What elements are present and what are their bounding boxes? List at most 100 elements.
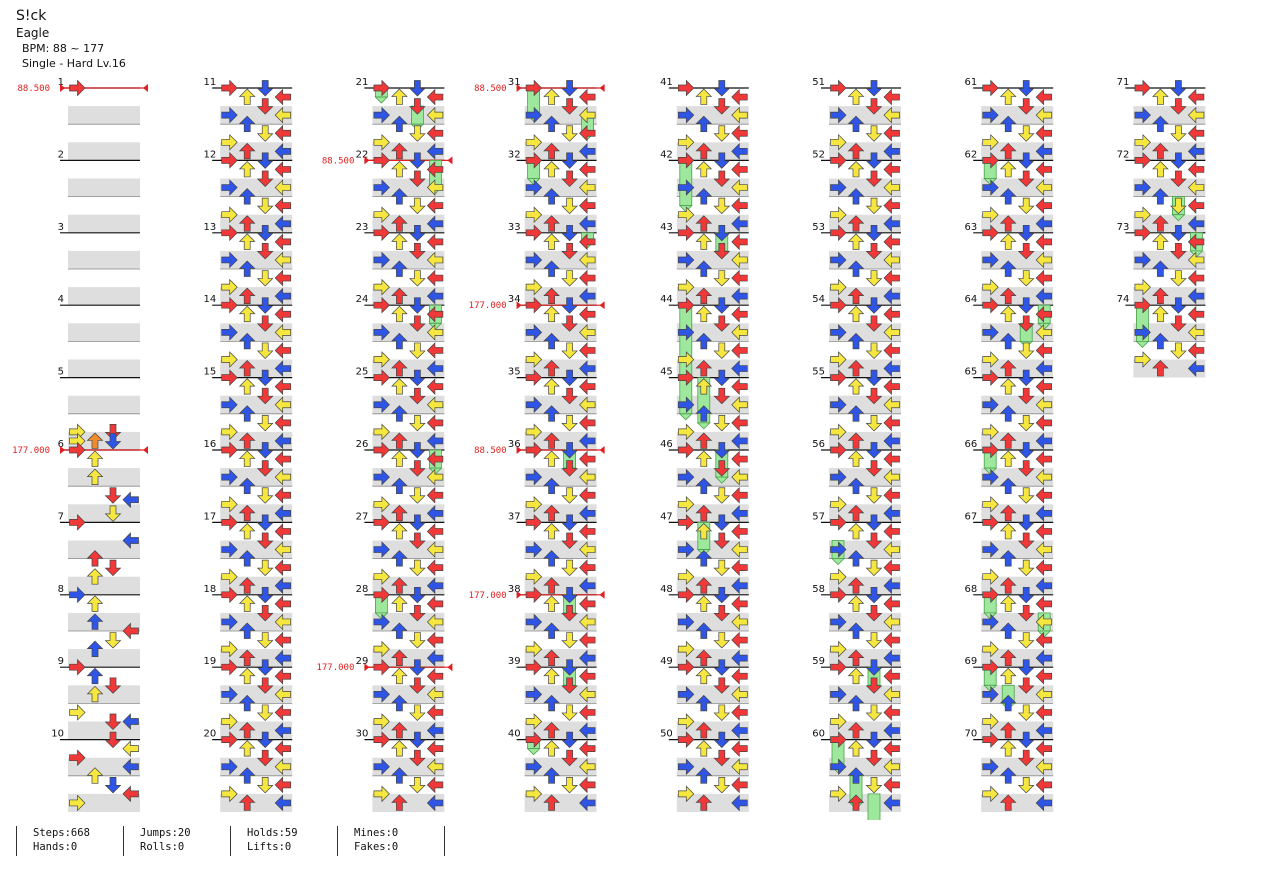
arrow-note-icon (391, 595, 408, 612)
measure-number: 63 (964, 222, 977, 233)
arrow-note-icon (391, 477, 408, 495)
arrow-note-icon (830, 441, 847, 459)
arrow-note-icon (731, 722, 748, 739)
arrow-note-icon (373, 640, 390, 658)
arrow-note-icon (847, 450, 865, 467)
beat-band (829, 540, 901, 559)
arrow-note-icon (695, 740, 713, 757)
arrow-note-icon (543, 595, 560, 612)
beat-band (1133, 178, 1206, 197)
arrow-note-icon (1187, 287, 1205, 305)
arrow-note-icon (561, 776, 578, 794)
arrow-note-icon (221, 468, 238, 486)
beat-band (676, 685, 749, 704)
arrow-note-icon (238, 188, 256, 205)
arrow-note-icon (525, 686, 543, 703)
arrow-note-icon (426, 179, 444, 196)
arrow-note-icon (883, 704, 900, 721)
arrow-note-icon (847, 767, 865, 784)
beat-band (524, 214, 597, 233)
bpm-marker-right (143, 84, 148, 92)
arrow-note-icon (274, 378, 292, 395)
arrow-note-icon (238, 649, 256, 667)
arrow-note-icon (86, 595, 104, 612)
arrow-note-icon (409, 532, 426, 549)
arrow-note-icon (1170, 243, 1187, 260)
arrow-note-icon (982, 369, 999, 386)
arrow-note-icon (238, 577, 256, 594)
arrow-note-icon (865, 559, 883, 577)
holds-count: Holds:59 (247, 827, 298, 839)
beat-band (829, 359, 901, 378)
arrow-note-icon (677, 468, 695, 486)
arrow-note-icon (713, 632, 731, 649)
arrow-note-icon (695, 794, 713, 811)
bpm-marker-left (60, 84, 65, 92)
arrow-note-icon (373, 106, 390, 124)
arrow-note-icon (982, 152, 999, 169)
arrow-note-icon (221, 514, 238, 531)
beat-band (981, 576, 1054, 595)
hold-end-icon (696, 422, 711, 430)
beat-band (68, 431, 140, 450)
arrow-note-icon (579, 559, 596, 576)
beat-band (68, 468, 140, 487)
bpm-value: 177.000 (469, 301, 507, 311)
bpm-marker-left (516, 301, 522, 310)
arrow-note-icon (238, 378, 256, 395)
arrow-note-icon (238, 722, 256, 739)
measure-number: 28 (356, 584, 369, 595)
arrow-note-icon (426, 486, 444, 504)
arrow-note-icon (561, 487, 578, 504)
arrow-note-icon (731, 342, 748, 359)
arrow-note-icon (731, 287, 748, 305)
arrow-note-icon (426, 106, 444, 124)
measure-number: 31 (508, 77, 521, 88)
measure-number: 9 (58, 656, 64, 667)
arrow-note-icon (221, 296, 238, 314)
measure-number: 55 (812, 367, 825, 378)
arrow-note-icon (409, 442, 426, 459)
arrow-note-icon (830, 713, 847, 730)
arrow-note-icon (579, 215, 596, 233)
arrow-note-icon (982, 686, 999, 703)
bpm-value: 88.500 (322, 156, 355, 166)
arrow-note-icon (1152, 188, 1169, 205)
beat-band (372, 359, 445, 378)
arrow-note-icon (256, 315, 274, 332)
arrow-note-icon (426, 794, 444, 812)
arrow-note-icon (999, 142, 1017, 160)
arrow-note-icon (1017, 731, 1035, 749)
arrow-note-icon (238, 160, 256, 178)
arrow-note-icon (86, 685, 104, 703)
arrow-note-icon (1152, 142, 1169, 160)
beat-band (68, 250, 140, 269)
arrow-note-icon (238, 142, 256, 160)
beat-band (676, 214, 749, 233)
arrow-note-icon (409, 98, 426, 115)
arrow-note-icon (847, 215, 865, 232)
arrow-note-icon (883, 541, 900, 558)
arrow-note-icon (695, 360, 713, 377)
arrow-note-icon (274, 686, 292, 703)
arrow-note-icon (695, 160, 713, 178)
arrow-note-icon (830, 278, 847, 296)
arrow-note-icon (391, 332, 408, 350)
arrow-note-icon (847, 160, 865, 178)
arrow-note-icon (865, 152, 883, 169)
beat-band (981, 359, 1054, 378)
arrow-note-icon (426, 414, 444, 432)
arrow-note-icon (238, 550, 256, 567)
beat-band (981, 214, 1054, 233)
beat-band (829, 468, 901, 487)
beat-band (372, 540, 445, 559)
arrow-note-icon (426, 450, 444, 468)
beat-band (68, 685, 140, 704)
arrow-note-icon (426, 305, 444, 323)
arrow-note-icon (1035, 559, 1053, 576)
arrow-note-icon (373, 495, 390, 513)
arrow-note-icon (830, 206, 847, 224)
arrow-note-icon (373, 613, 390, 631)
arrow-note-icon (221, 758, 238, 776)
arrow-note-icon (69, 704, 86, 721)
